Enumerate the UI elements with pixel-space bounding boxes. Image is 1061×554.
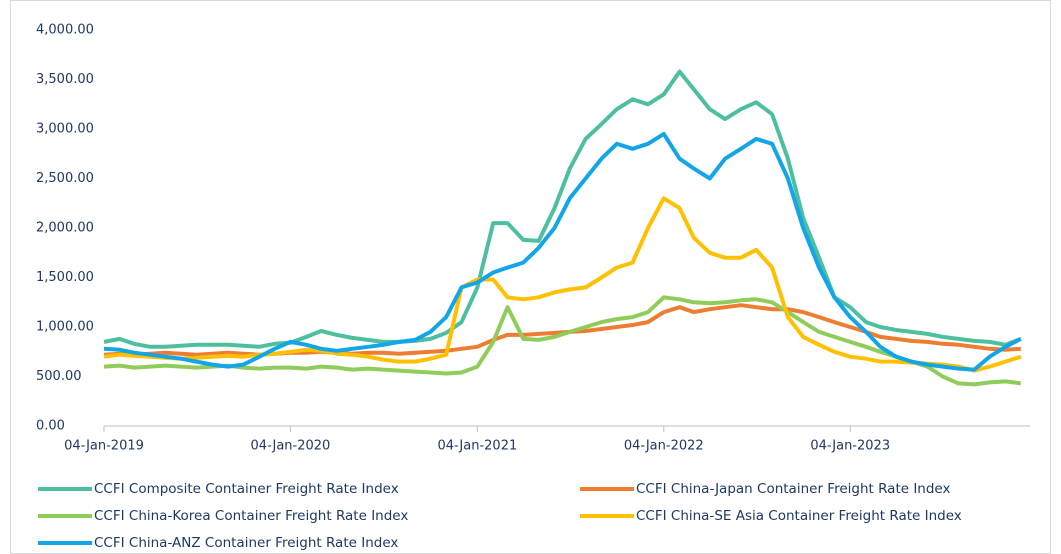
- series-line: [103, 69, 1022, 349]
- y-tick-label: 1,000.00: [36, 320, 94, 335]
- y-tick-label: 2,000.00: [36, 221, 94, 236]
- y-tick-label: 0.00: [36, 419, 65, 434]
- y-tick-label: 3,500.00: [36, 72, 94, 87]
- series-line: [103, 131, 1022, 372]
- series-line: [103, 295, 1022, 387]
- x-tick-label: 04-Jan-2020: [251, 439, 331, 454]
- x-tick-label: 04-Jan-2021: [437, 439, 517, 454]
- y-tick-label: 3,000.00: [36, 122, 94, 137]
- y-tick-label: 4,000.00: [36, 23, 94, 38]
- x-tick-label: 04-Jan-2019: [64, 439, 144, 454]
- y-tick-label: 500.00: [36, 369, 82, 384]
- x-tick-label: 04-Jan-2023: [810, 439, 890, 454]
- series-line: [103, 196, 1022, 373]
- legend-label: CCFI China-SE Asia Container Freight Rat…: [636, 508, 962, 524]
- legend-label: CCFI Composite Container Freight Rate In…: [94, 481, 399, 497]
- x-tick-label: 04-Jan-2022: [624, 439, 704, 454]
- legend-label: CCFI China-Korea Container Freight Rate …: [94, 508, 408, 524]
- y-tick-label: 2,500.00: [36, 171, 94, 186]
- y-tick-label: 1,500.00: [36, 270, 94, 285]
- legend-label: CCFI China-ANZ Container Freight Rate In…: [94, 535, 398, 551]
- legend-label: CCFI China-Japan Container Freight Rate …: [636, 481, 951, 497]
- chart-frame: [10, 0, 1051, 554]
